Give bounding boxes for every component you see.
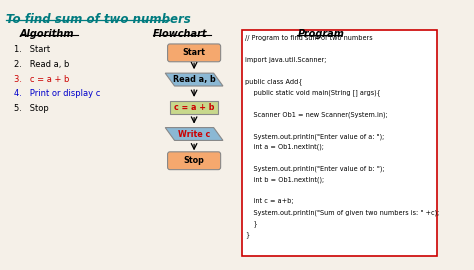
Text: 4.   Print or display c: 4. Print or display c <box>14 89 101 99</box>
Text: Write c: Write c <box>178 130 210 139</box>
Text: 3.   c = a + b: 3. c = a + b <box>14 75 70 84</box>
Text: int b = Ob1.nextInt();: int b = Ob1.nextInt(); <box>246 177 324 183</box>
Text: Program: Program <box>297 29 344 39</box>
Text: Stop: Stop <box>183 156 205 165</box>
Text: System.out.println("Enter value of b: ");: System.out.println("Enter value of b: ")… <box>246 166 385 172</box>
Text: Flowchart: Flowchart <box>153 29 208 39</box>
Text: System.out.println("Enter value of a: ");: System.out.println("Enter value of a: ")… <box>246 133 384 140</box>
Text: 1.   Start: 1. Start <box>14 45 51 54</box>
FancyBboxPatch shape <box>168 152 220 170</box>
Text: To find sum of two numbers: To find sum of two numbers <box>6 13 191 26</box>
Text: c = a + b: c = a + b <box>174 103 214 112</box>
Text: }: } <box>246 231 249 238</box>
FancyBboxPatch shape <box>168 44 220 62</box>
Text: Read a, b: Read a, b <box>173 75 216 84</box>
Text: public class Add{: public class Add{ <box>246 79 303 85</box>
Polygon shape <box>165 73 223 86</box>
Text: Start: Start <box>182 48 206 57</box>
Text: int a = Ob1.nextInt();: int a = Ob1.nextInt(); <box>246 144 324 150</box>
Text: System.out.println("Sum of given two numbers is: " +c);: System.out.println("Sum of given two num… <box>246 209 439 216</box>
Text: Scanner Ob1 = new Scanner(System.in);: Scanner Ob1 = new Scanner(System.in); <box>246 111 388 118</box>
Text: int c = a+b;: int c = a+b; <box>246 198 294 204</box>
Text: public static void main(String [] args){: public static void main(String [] args){ <box>246 89 381 96</box>
Text: }: } <box>246 220 258 227</box>
Text: import java.util.Scanner;: import java.util.Scanner; <box>246 57 327 63</box>
Text: 5.   Stop: 5. Stop <box>14 104 49 113</box>
Polygon shape <box>165 128 223 140</box>
Text: Algorithm: Algorithm <box>20 29 74 39</box>
Text: 2.   Read a, b: 2. Read a, b <box>14 60 70 69</box>
Bar <box>170 101 219 114</box>
Text: // Program to find sum of two numbers: // Program to find sum of two numbers <box>246 35 373 41</box>
Bar <box>242 30 437 256</box>
